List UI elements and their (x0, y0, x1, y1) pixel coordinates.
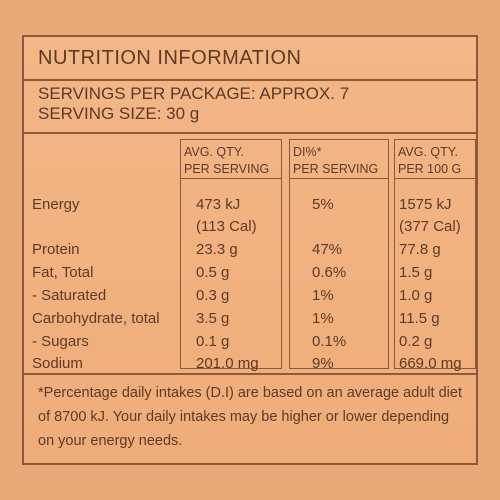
nutrient-name: Protein (32, 241, 80, 258)
value-di: 9% (312, 355, 334, 372)
header-line: PER SERVING (184, 162, 270, 176)
value-per-serving-alt: (113 Cal) (196, 218, 257, 235)
servings-per-package: SERVINGS PER PACKAGE: APPROX. 7 (38, 84, 350, 103)
value-per-100g-alt: (377 Cal) (399, 218, 461, 235)
divider-top (24, 79, 476, 81)
divider-middle (24, 132, 476, 134)
value-di: 47% (312, 241, 343, 258)
value-per-100g: 1.5 g (399, 264, 433, 281)
value-per-serving: 201.0 mg (196, 355, 259, 372)
header-line: PER SERVING (293, 162, 379, 176)
value-di: 0.6% (312, 264, 347, 281)
column-avg-per-serving (180, 139, 282, 369)
value-per-100g: 11.5 g (399, 310, 440, 327)
value-per-serving: 0.1 g (196, 333, 230, 350)
nutrient-name: Carbohydrate, total (32, 310, 160, 327)
panel-title: NUTRITION INFORMATION (38, 47, 302, 69)
value-di: 0.1% (312, 333, 347, 350)
divider-bottom (24, 373, 476, 375)
header-avg-per-serving: AVG. QTY. PER SERVING (184, 144, 269, 178)
nutrition-panel: NUTRITION INFORMATION SERVINGS PER PACKA… (22, 35, 478, 465)
header-divider (289, 178, 389, 179)
value-per-serving: 0.3 g (196, 287, 230, 304)
value-per-100g: 669.0 mg (399, 355, 462, 372)
nutrient-name: - Saturated (32, 287, 107, 304)
header-divider (180, 178, 282, 179)
header-avg-per-100g: AVG. QTY. PER 100 G (398, 144, 461, 178)
value-di: 1% (312, 310, 334, 327)
value-per-serving: 23.3 g (196, 241, 238, 258)
value-per-100g: 1.0 g (399, 287, 433, 304)
nutrient-name: Sodium (32, 355, 83, 372)
header-divider (394, 178, 476, 179)
serving-size: SERVING SIZE: 30 g (38, 104, 200, 123)
column-avg-per-100g (394, 139, 476, 369)
value-di: 5% (312, 196, 334, 213)
nutrient-name: - Sugars (32, 333, 89, 350)
value-per-100g: 1575 kJ (399, 196, 452, 213)
nutrient-name: Energy (32, 196, 80, 213)
header-line: DI%* (293, 145, 322, 159)
servings-info: SERVINGS PER PACKAGE: APPROX. 7 SERVING … (38, 84, 349, 124)
value-per-serving: 3.5 g (196, 310, 230, 327)
header-line: AVG. QTY. (398, 145, 458, 159)
value-per-serving: 0.5 g (196, 264, 230, 281)
nutrient-name: Fat, Total (32, 264, 94, 281)
value-di: 1% (312, 287, 334, 304)
value-per-100g: 0.2 g (399, 333, 433, 350)
column-di-per-serving (289, 139, 389, 369)
value-per-serving: 473 kJ (196, 196, 241, 213)
header-line: AVG. QTY. (184, 145, 244, 159)
value-per-100g: 77.8 g (399, 241, 441, 258)
header-di-per-serving: DI%* PER SERVING (293, 144, 378, 178)
footnote: *Percentage daily intakes (D.I) are base… (38, 385, 462, 449)
header-line: PER 100 G (398, 162, 462, 176)
